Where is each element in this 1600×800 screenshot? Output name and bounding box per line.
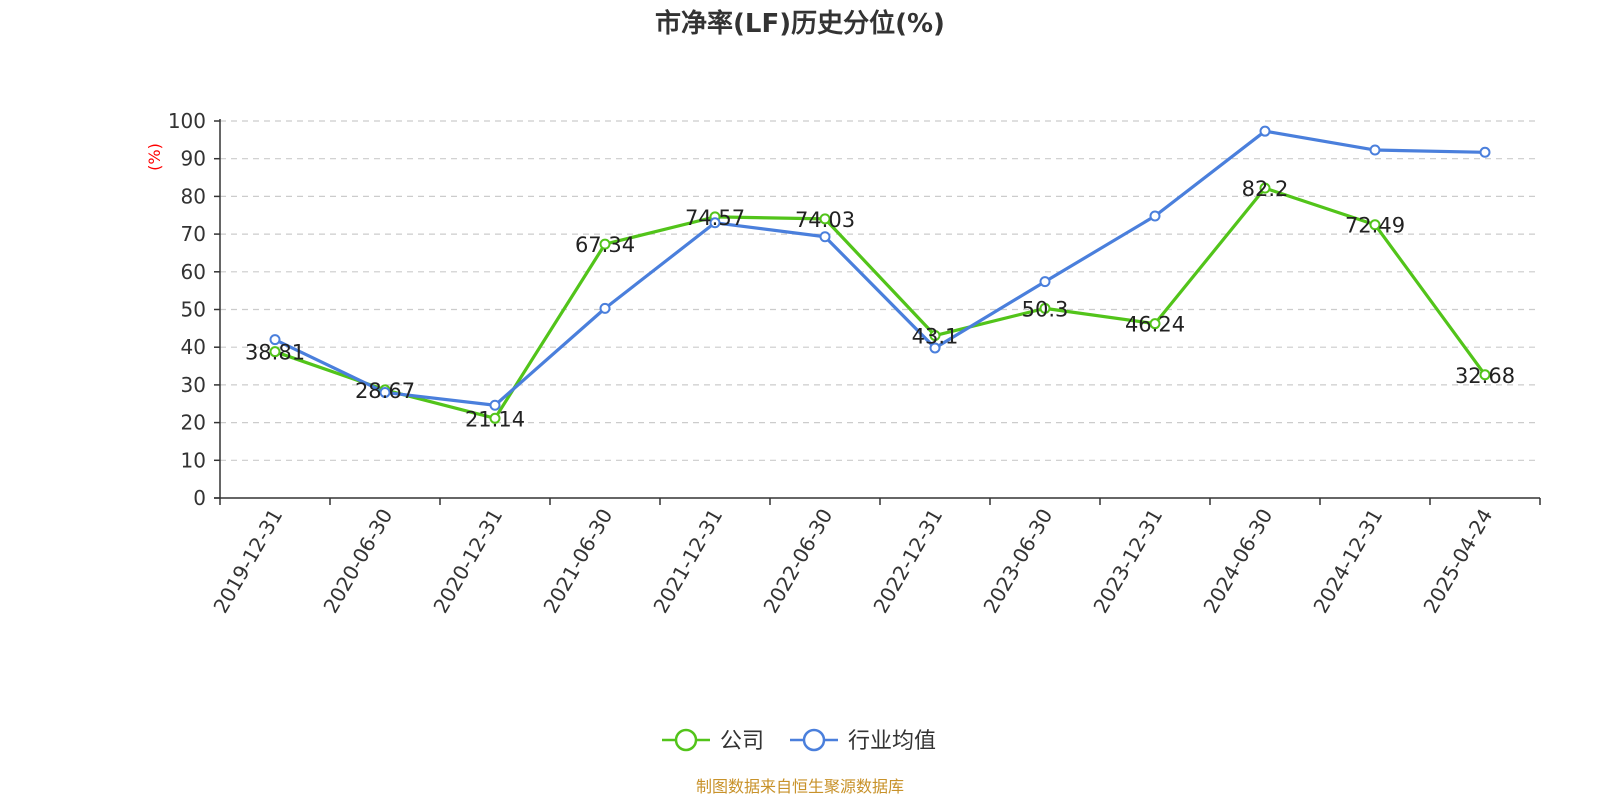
y-tick-label: 80 (181, 184, 206, 208)
y-tick-label: 100 (168, 109, 206, 133)
data-point[interactable] (269, 334, 281, 346)
source-note: 制图数据来自恒生聚源数据库 (696, 777, 904, 796)
legend-swatch-marker (802, 728, 826, 752)
data-label: 21.14 (465, 407, 525, 431)
y-tick-label: 90 (181, 147, 206, 171)
data-label: 38.81 (245, 341, 305, 365)
series-line-0 (274, 186, 1487, 420)
x-tick-label: 2021-12-31 (648, 505, 727, 618)
y-tick-label: 20 (181, 411, 206, 435)
legend-item-1[interactable]: 行业均值 (790, 728, 936, 754)
y-tick-label: 10 (181, 448, 206, 472)
y-axis-label: (%) (145, 143, 164, 171)
data-point[interactable] (1149, 318, 1161, 330)
y-tick-label: 60 (181, 260, 206, 284)
grid (220, 120, 1540, 461)
data-labels: 38.81 28.67 21.14 67.34 74.57 74.03 43.1 50.3 46… (245, 177, 1515, 431)
data-label: 43.1 (912, 325, 959, 349)
data-label: 74.03 (795, 208, 855, 232)
data-point[interactable] (1039, 276, 1051, 288)
y-tick-label: 70 (181, 222, 206, 246)
legend-label: 公司 (720, 729, 764, 754)
data-point[interactable] (929, 330, 941, 342)
x-tick-label: 2021-06-30 (538, 505, 617, 618)
data-point[interactable] (599, 238, 611, 250)
data-label: 46.24 (1125, 313, 1185, 337)
x-tick-label: 2024-06-30 (1198, 505, 1277, 618)
chart-title: 市净率(LF)历史分位(%) (655, 8, 945, 39)
data-point[interactable] (1369, 144, 1381, 156)
data-point[interactable] (1369, 219, 1381, 231)
data-point[interactable] (379, 386, 391, 398)
x-tick-label: 2024-12-31 (1308, 505, 1387, 618)
data-point[interactable] (819, 231, 831, 243)
x-tick-label: 2022-06-30 (758, 505, 837, 618)
data-label: 67.34 (575, 233, 635, 257)
data-point[interactable] (269, 346, 281, 358)
data-point[interactable] (709, 217, 721, 229)
legend[interactable]: 公司 行业均值 (662, 728, 936, 754)
x-tick-label: 2020-06-30 (318, 505, 397, 618)
x-tick-label: 2023-06-30 (978, 505, 1057, 618)
data-point[interactable] (1259, 182, 1271, 194)
series-layer (269, 125, 1491, 424)
data-label: 72.49 (1345, 214, 1405, 238)
data-point[interactable] (1479, 146, 1491, 158)
x-tick-label: 2023-12-31 (1088, 505, 1167, 618)
legend-item-0[interactable]: 公司 (662, 728, 764, 754)
data-point[interactable] (929, 342, 941, 354)
legend-swatch-marker (674, 728, 698, 752)
data-point[interactable] (1149, 210, 1161, 222)
x-tick-label: 2020-12-31 (428, 505, 507, 618)
x-tick-label: 2019-12-31 (208, 505, 287, 618)
series-line-1 (274, 129, 1486, 407)
data-point[interactable] (819, 213, 831, 225)
data-point[interactable] (1259, 125, 1271, 137)
data-point[interactable] (489, 412, 501, 424)
data-label: 28.67 (355, 379, 415, 403)
x-tick-label: 2025-04-24 (1418, 505, 1497, 618)
data-point[interactable] (1479, 369, 1491, 381)
x-tick-label: 2022-12-31 (868, 505, 947, 618)
data-label: 32.68 (1455, 364, 1515, 388)
data-point[interactable] (599, 302, 611, 314)
data-label: 74.57 (685, 206, 745, 230)
y-tick-label: 30 (181, 373, 206, 397)
y-tick-label: 0 (193, 486, 206, 510)
data-label: 82.2 (1242, 177, 1289, 201)
data-point[interactable] (1039, 302, 1051, 314)
legend-label: 行业均值 (848, 729, 936, 754)
axes: 0 10 20 30 40 50 60 70 80 90 100 2019-12-31 2020-06-… (168, 109, 1541, 618)
data-label: 50.3 (1022, 297, 1069, 321)
data-point[interactable] (489, 399, 501, 411)
y-tick-label: 40 (181, 335, 206, 359)
y-tick-label: 50 (181, 298, 206, 322)
